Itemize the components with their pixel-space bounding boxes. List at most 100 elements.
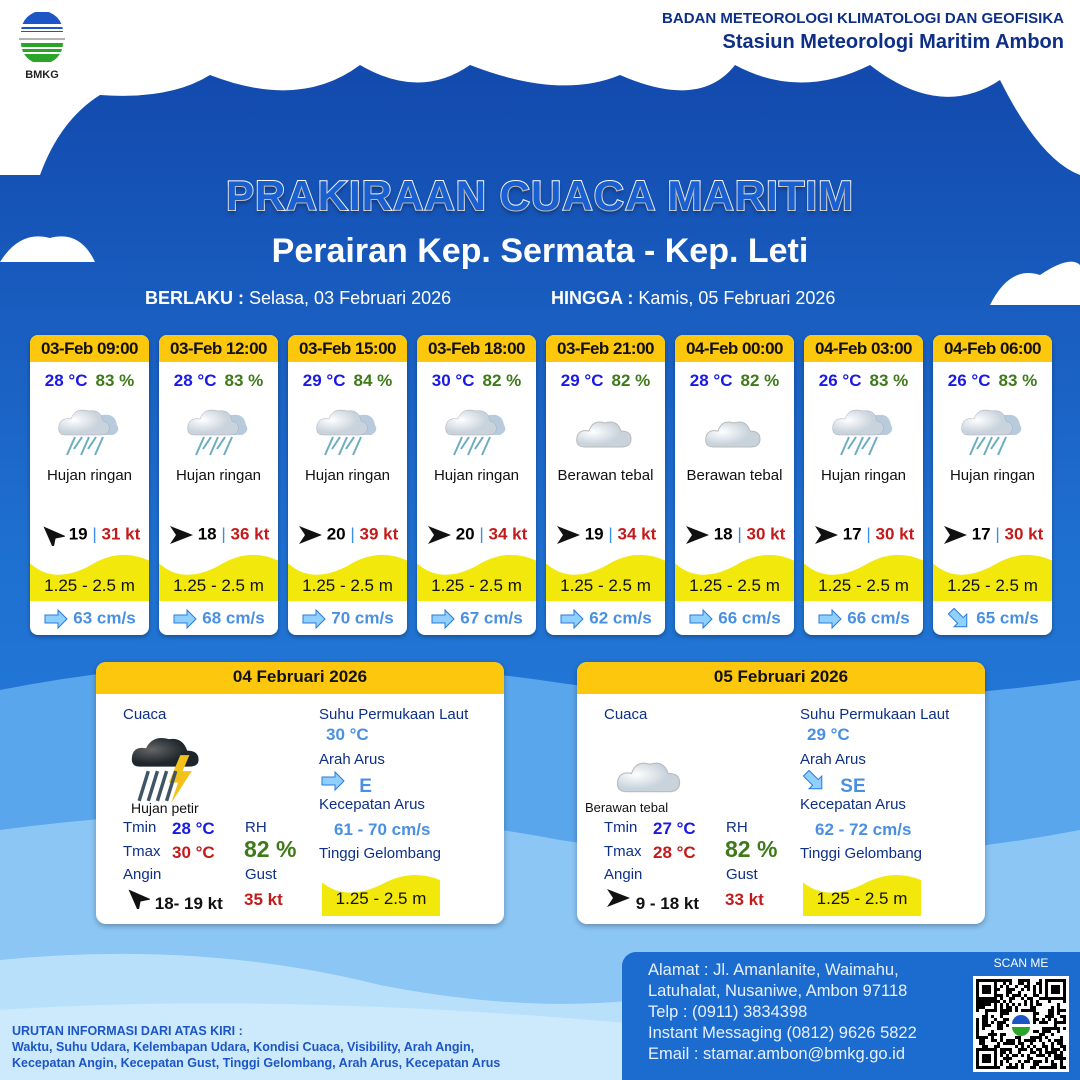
forecast-card: 03-Feb 21:00 29 °C 82 % Berawan tebal 19 … (546, 335, 665, 635)
weather-condition: Hujan ringan (949, 467, 1036, 484)
wave-shape (288, 554, 407, 601)
email[interactable]: Email : stamar.ambon@bmkg.go.id (648, 1045, 906, 1063)
qr-panel: SCAN ME (962, 952, 1080, 1080)
wind-range: 18- 19 kt (154, 894, 223, 913)
wind-info: 17 | 30 kt (804, 524, 923, 546)
wave-height: 1.25 - 2.5 m (689, 576, 780, 595)
logo-text: BMKG (25, 69, 59, 81)
gust-value: 33 kt (725, 890, 764, 909)
wind-info: 18 | 30 kt (675, 524, 794, 546)
wave-height: 1.25 - 2.5 m (44, 576, 135, 595)
weather-condition: Berawan tebal (585, 800, 669, 815)
valid-to: HINGGA : Kamis, 05 Februari 2026 (551, 288, 835, 309)
rh-value: 82 % (244, 836, 297, 862)
tmin-label: Tmin (604, 819, 638, 836)
wave-shape (546, 554, 665, 601)
cloud-icon (575, 421, 632, 448)
separator: | (479, 524, 484, 544)
current-direction-icon (321, 770, 345, 792)
humidity: 83 % (95, 371, 135, 390)
gust-speed: 34 kt (488, 524, 528, 544)
current-direction-icon (431, 608, 456, 630)
rain-cloud-icon (831, 409, 892, 456)
rh-label: RH (245, 819, 267, 836)
wind-direction-icon (427, 526, 451, 544)
wave-height: 1.25 - 2.5 m (335, 889, 427, 908)
contact-panel: Alamat : Jl. Amanlanite, Waimahu, Latuha… (622, 952, 962, 1080)
air-temperature: 30 °C (431, 371, 475, 390)
wind-info: 20 | 39 kt (288, 524, 407, 546)
gust-label: Gust (245, 866, 277, 883)
current-info: 63 cm/s (30, 608, 149, 630)
wind-speed: 20 (455, 524, 475, 544)
valid-to-label: HINGGA : (551, 288, 634, 308)
wave-height: 1.25 - 2.5 m (818, 576, 909, 595)
rain-cloud-icon (57, 409, 118, 456)
wave-height: 1.25 - 2.5 m (173, 576, 264, 595)
wave-shape (159, 554, 278, 601)
forecast-card: 03-Feb 09:00 28 °C 83 % Hujan ringan 19 |… (30, 335, 149, 635)
organization: BADAN METEOROLOGI KLIMATOLOGI DAN GEOFIS… (662, 10, 1064, 54)
rain-cloud-icon (315, 409, 376, 456)
air-temperature: 28 °C (689, 371, 733, 390)
current-info: 62 cm/s (546, 608, 665, 630)
wind-speed: 17 (971, 524, 991, 544)
cloud-icon (616, 762, 681, 793)
current-speed-label: Kecepatan Arus (800, 796, 906, 813)
weather-condition: Hujan ringan (46, 467, 133, 484)
valid-to-value: Kamis, 05 Februari 2026 (638, 288, 836, 308)
tmin-value: 27 °C (653, 819, 696, 838)
forecast-time: 03-Feb 12:00 (159, 335, 278, 362)
wave-shape (803, 875, 921, 916)
wind-info: 18 | 36 kt (159, 524, 278, 546)
wind-direction-icon (556, 526, 580, 544)
legend-line: Waktu, Suhu Udara, Kelembapan Udara, Kon… (12, 1040, 475, 1054)
separator: | (221, 524, 226, 544)
wave-shape (675, 554, 794, 601)
weather-condition: Hujan ringan (304, 467, 391, 484)
rain-cloud-icon (186, 409, 247, 456)
instant-messaging: Instant Messaging (0812) 9626 5822 (648, 1024, 917, 1042)
separator: | (995, 524, 1000, 544)
forecast-time: 04-Feb 03:00 (804, 335, 923, 362)
weather-condition: Hujan petir (131, 800, 199, 816)
weather-condition: Hujan ringan (433, 467, 520, 484)
forecast-time: 04-Feb 06:00 (933, 335, 1052, 362)
current-direction-value: E (359, 776, 372, 797)
rh-label: RH (726, 819, 748, 836)
station-name: Stasiun Meteorologi Maritim Ambon (722, 31, 1065, 53)
current-direction-icon (173, 608, 198, 630)
gust-speed: 34 kt (617, 524, 657, 544)
thunderstorm-icon (131, 738, 199, 804)
separator: | (866, 524, 871, 544)
current-speed: 66 cm/s (718, 608, 781, 628)
wind-direction-icon (685, 526, 709, 544)
gust-speed: 36 kt (230, 524, 270, 544)
bmkg-logo-icon (19, 11, 65, 64)
qr-code-icon (976, 979, 1066, 1069)
qr-code[interactable] (973, 976, 1069, 1072)
valid-from: BERLAKU : Selasa, 03 Februari 2026 (145, 288, 451, 309)
current-info: 67 cm/s (417, 608, 536, 630)
wave-shape (417, 554, 536, 601)
org-name: BADAN METEOROLOGI KLIMATOLOGI DAN GEOFIS… (662, 10, 1064, 27)
address-line: Latuhalat, Nusaniwe, Ambon 97118 (648, 982, 908, 1000)
wind-speed: 18 (197, 524, 217, 544)
air-temperature: 28 °C (44, 371, 88, 390)
forecast-card: 04-Feb 00:00 28 °C 82 % Berawan tebal 18 … (675, 335, 794, 635)
forecast-time: 03-Feb 18:00 (417, 335, 536, 362)
wind-range: 9 - 18 kt (635, 894, 700, 913)
phone: Telp : (0911) 3834398 (648, 1003, 808, 1021)
info-legend: URUTAN INFORMASI DARI ATAS KIRI : Waktu,… (12, 1023, 500, 1071)
wave-label: Tinggi Gelombang (800, 845, 923, 862)
valid-from-value: Selasa, 03 Februari 2026 (249, 288, 452, 308)
rain-cloud-icon (960, 409, 1021, 456)
gust-speed: 39 kt (359, 524, 399, 544)
address-line: Alamat : Jl. Amanlanite, Waimahu, (648, 961, 899, 979)
current-speed: 67 cm/s (460, 608, 523, 628)
wind-speed: 20 (326, 524, 346, 544)
wave-height: 1.25 - 2.5 m (431, 576, 522, 595)
current-speed: 63 cm/s (73, 608, 136, 628)
weather-label: Cuaca (604, 706, 648, 723)
wind-direction-icon (943, 526, 967, 544)
